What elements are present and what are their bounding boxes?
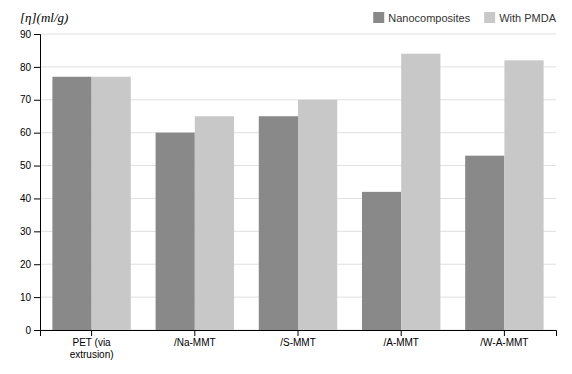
bar [401, 54, 440, 330]
y-axis: 0 10 20 30 40 50 60 70 80 90 [20, 29, 41, 336]
y-tick: 70 [20, 94, 40, 105]
x-tick-label-line: extrusion) [70, 349, 114, 360]
y-tick-mark [34, 166, 40, 167]
x-tick: /A-MMT [383, 330, 419, 348]
y-tick-mark [34, 133, 40, 134]
x-tick-mark [91, 330, 92, 336]
legend-label: With PMDA [499, 12, 557, 24]
plot: 0 10 20 30 40 50 60 70 80 90 PET (viaextrusion) /Na… [20, 29, 557, 360]
y-tick-mark [34, 264, 40, 265]
y-tick-mark [34, 100, 40, 101]
grid [40, 34, 556, 330]
x-tick-label-line: /A-MMT [383, 337, 419, 348]
bar [195, 116, 234, 330]
x-tick-mark [401, 330, 402, 336]
x-tick: /Na-MMT [174, 330, 216, 348]
y-tick: 90 [20, 29, 40, 40]
x-tick-label: /A-MMT [383, 337, 419, 348]
grid-line [40, 34, 556, 35]
y-tick: 50 [20, 160, 40, 171]
bar [156, 133, 195, 330]
bar [362, 192, 401, 330]
y-tick-label: 70 [20, 94, 32, 105]
chart: 0 10 20 30 40 50 60 70 80 90 PET (viaextrusion) /Na… [0, 0, 572, 374]
x-tick-label-line: /W-A-MMT [480, 337, 528, 348]
x-tick-label-line: /Na-MMT [174, 337, 216, 348]
x-tick-label: /S-MMT [280, 337, 316, 348]
y-tick-mark [34, 330, 40, 331]
y-tick-label: 80 [20, 62, 32, 73]
y-tick: 40 [20, 193, 40, 204]
bar [504, 60, 543, 330]
x-tick: /S-MMT [280, 330, 316, 348]
y-tick-mark [34, 67, 40, 68]
legend-label: Nanocomposites [388, 12, 470, 24]
grid-line [40, 66, 556, 67]
y-tick-label: 60 [20, 127, 32, 138]
y-tick-label: 90 [20, 29, 32, 40]
x-tick-label-line: PET (via [73, 337, 112, 348]
legend-item: With PMDA [484, 12, 557, 24]
x-tick-mark [298, 330, 299, 336]
legend-swatch [373, 12, 384, 23]
y-tick: 30 [20, 226, 40, 237]
y-tick-label: 40 [20, 193, 32, 204]
legend-swatch [484, 12, 495, 23]
y-tick: 0 [25, 325, 40, 336]
bar [52, 77, 91, 330]
x-axis: PET (viaextrusion) /Na-MMT/S-MMT/A-MMT/W-… [41, 330, 557, 360]
bars [52, 54, 543, 330]
bar [92, 77, 131, 330]
y-tick: 20 [20, 259, 40, 270]
y-tick-mark [34, 198, 40, 199]
y-tick-label: 10 [20, 292, 32, 303]
x-tick-label: PET (viaextrusion) [70, 337, 114, 360]
y-tick-label: 50 [20, 160, 32, 171]
y-tick-label: 20 [20, 259, 32, 270]
y-tick-mark [34, 231, 40, 232]
x-tick-mark [504, 330, 505, 336]
x-tick: /W-A-MMT [480, 330, 528, 348]
y-axis-line [34, 35, 41, 331]
x-tick-label: /W-A-MMT [480, 337, 528, 348]
bar-series [92, 54, 544, 330]
x-tick-label-line: /S-MMT [280, 337, 316, 348]
y-label: [η](ml/g) [20, 10, 68, 25]
y-tick-mark [34, 34, 40, 35]
x-tick: PET (viaextrusion) [70, 330, 114, 360]
y-tick-label: 0 [25, 325, 31, 336]
bar [465, 156, 504, 330]
x-tick-label: /Na-MMT [174, 337, 216, 348]
bar [298, 100, 337, 330]
y-tick-mark [34, 297, 40, 298]
y-tick: 60 [20, 127, 40, 138]
y-tick: 10 [20, 292, 40, 303]
bar [259, 116, 298, 330]
legend-item: Nanocomposites [373, 12, 470, 24]
y-tick-label: 30 [20, 226, 32, 237]
x-tick-mark [194, 330, 195, 336]
x-axis-line [41, 331, 557, 337]
legend: Nanocomposites With PMDA [373, 12, 556, 24]
y-tick: 80 [20, 62, 40, 73]
